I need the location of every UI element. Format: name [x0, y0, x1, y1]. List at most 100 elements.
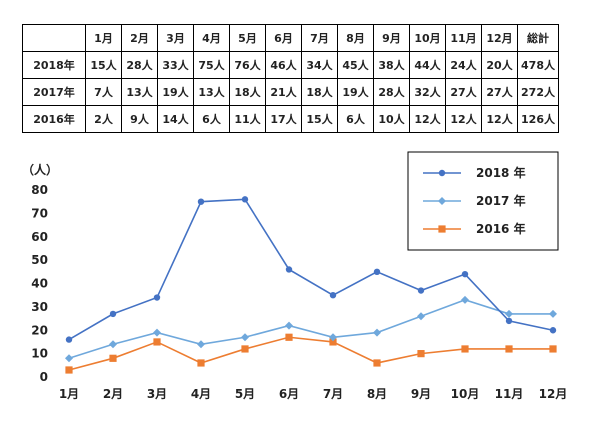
series-group — [65, 196, 557, 343]
y-tick-label: 70 — [31, 206, 48, 220]
data-point — [197, 340, 205, 349]
table-row: 2017年 7人 13人 19人 13人 18人 21人 18人 19人 28人 32人 27人 27人… — [22, 78, 559, 106]
chart-series-layer — [65, 196, 557, 374]
data-point — [285, 321, 293, 330]
table-cell: 17人 — [265, 105, 302, 133]
x-tick-label: 6月 — [279, 387, 299, 401]
table-cell: 6人 — [337, 105, 374, 133]
table-cell: 38人 — [373, 51, 410, 79]
data-point — [197, 198, 205, 205]
table-cell: 13人 — [121, 78, 158, 106]
table-row: 2016年 2人 9人 14人 6人 11人 17人 15人 6人 10人 12人 12人 12人 126… — [22, 105, 559, 133]
data-point — [285, 333, 293, 341]
table-cell: 2人 — [85, 105, 122, 133]
data-point — [461, 270, 469, 278]
table-cell: 9人 — [121, 105, 158, 133]
table-month-header: 6月 — [265, 24, 302, 52]
data-point — [461, 295, 469, 304]
table-year-label: 2017年 — [22, 78, 86, 106]
table-cell: 15人 — [301, 105, 338, 133]
chart-legend: 2018 年 2017 年 2016 年 — [407, 151, 559, 251]
data-table: 1月 2月 3月 4月 5月 6月 7月 8月 9月 10月 11月 12月 総計 2018年 15人 28… — [22, 24, 559, 133]
x-tick-label: 4月 — [191, 387, 211, 401]
table-cell: 19人 — [157, 78, 194, 106]
data-point — [505, 345, 513, 353]
legend-marker — [438, 225, 446, 233]
data-point — [241, 345, 249, 353]
data-point — [373, 359, 381, 367]
data-point — [461, 345, 469, 353]
legend-label: 2017 年 — [476, 193, 526, 208]
x-tick-label: 5月 — [235, 387, 255, 401]
y-tick-label: 60 — [31, 230, 48, 244]
y-tick-label: 20 — [31, 323, 48, 337]
data-point — [153, 294, 161, 301]
data-point — [373, 328, 381, 337]
table-cell: 34人 — [301, 51, 338, 79]
data-point — [549, 345, 557, 353]
y-tick-label: 80 — [31, 183, 48, 197]
table-cell: 20人 — [481, 51, 518, 79]
table-header-row: 1月 2月 3月 4月 5月 6月 7月 8月 9月 10月 11月 12月 総計 — [22, 24, 559, 52]
data-point — [65, 354, 73, 363]
table-cell: 14人 — [157, 105, 194, 133]
y-tick-label: 30 — [31, 300, 48, 314]
series-line — [68, 336, 553, 371]
table-cell: 24人 — [445, 51, 482, 79]
x-tick-label: 12月 — [539, 387, 568, 401]
legend-label: 2016 年 — [476, 221, 526, 236]
series-group — [65, 333, 557, 374]
table-cell: 76人 — [229, 51, 266, 79]
table-cell: 12人 — [445, 105, 482, 133]
table-cell: 12人 — [409, 105, 446, 133]
legend-marker — [438, 169, 446, 177]
data-point — [109, 310, 117, 318]
y-axis-label: （人） — [22, 162, 58, 177]
x-tick-label: 1月 — [59, 387, 79, 401]
table-total-cell: 272人 — [517, 78, 559, 106]
data-point — [373, 268, 381, 276]
data-point — [417, 287, 425, 294]
table-cell: 33人 — [157, 51, 194, 79]
data-point — [549, 327, 557, 334]
table-total-cell: 478人 — [517, 51, 559, 79]
x-tick-label: 11月 — [495, 387, 524, 401]
data-point — [153, 338, 161, 346]
table-year-label: 2016年 — [22, 105, 86, 133]
data-point — [65, 336, 73, 343]
table-month-header: 10月 — [409, 24, 446, 52]
table-total-cell: 126人 — [517, 105, 559, 133]
legend-marker — [438, 197, 446, 205]
y-tick-label: 40 — [31, 277, 48, 291]
data-point — [241, 196, 249, 203]
table-cell: 21人 — [265, 78, 302, 106]
x-tick-label: 9月 — [411, 387, 431, 401]
table-month-header: 9月 — [373, 24, 410, 52]
legend-label: 2018 年 — [476, 165, 526, 180]
y-tick-label: 10 — [31, 347, 48, 361]
data-point — [153, 328, 161, 337]
data-point — [329, 333, 337, 342]
data-point — [505, 309, 513, 318]
table-cell: 44人 — [409, 51, 446, 79]
data-point — [417, 312, 425, 321]
x-tick-label: 3月 — [147, 387, 167, 401]
series-line — [68, 299, 553, 360]
table-cell: 27人 — [445, 78, 482, 106]
x-tick-label: 8月 — [367, 387, 387, 401]
series-group — [65, 295, 557, 363]
x-tick-label: 7月 — [323, 387, 343, 401]
data-point — [329, 338, 337, 346]
x-tick-label: 10月 — [451, 387, 480, 401]
x-tick-label: 2月 — [103, 387, 123, 401]
series-line — [68, 198, 554, 341]
data-point — [241, 333, 249, 342]
y-tick-label: 0 — [40, 370, 48, 384]
data-point — [65, 366, 73, 374]
table-month-header: 3月 — [157, 24, 194, 52]
data-point — [109, 340, 117, 349]
data-point — [329, 291, 337, 299]
data-point — [417, 350, 425, 358]
table-cell: 28人 — [373, 78, 410, 106]
